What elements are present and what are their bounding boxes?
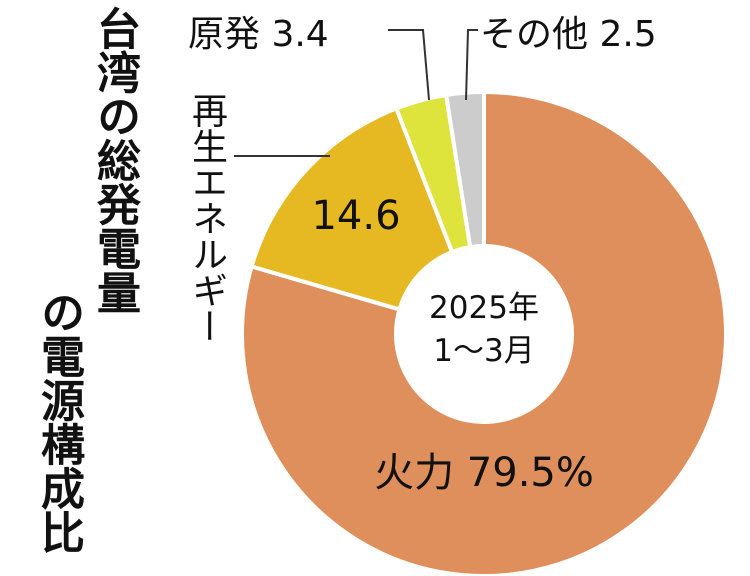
chart-title-line-1: 台湾の総発電量 (89, 6, 140, 314)
renewable-name-label: 再生エネルギー (186, 92, 227, 344)
slice-label-renewable: 14.6 (311, 193, 400, 239)
slice-label-other: その他 2.5 (480, 14, 657, 55)
chart-title-line-2: の電源構成比 (33, 290, 84, 554)
leader-line-nuclear (388, 29, 430, 101)
center-label-line-2: 1〜3月 (433, 333, 534, 369)
slice-layer (240, 89, 728, 576)
slice-label-thermal: 火力 79.5% (374, 450, 594, 496)
slice-label-nuclear: 原発 3.4 (188, 14, 329, 55)
slice-thermal (240, 89, 728, 576)
slice-other (443, 89, 486, 250)
center-label-line-1: 2025年 (429, 290, 539, 326)
slice-renewable (249, 105, 455, 312)
leader-line-other (465, 29, 478, 101)
leader-layer (234, 29, 478, 157)
